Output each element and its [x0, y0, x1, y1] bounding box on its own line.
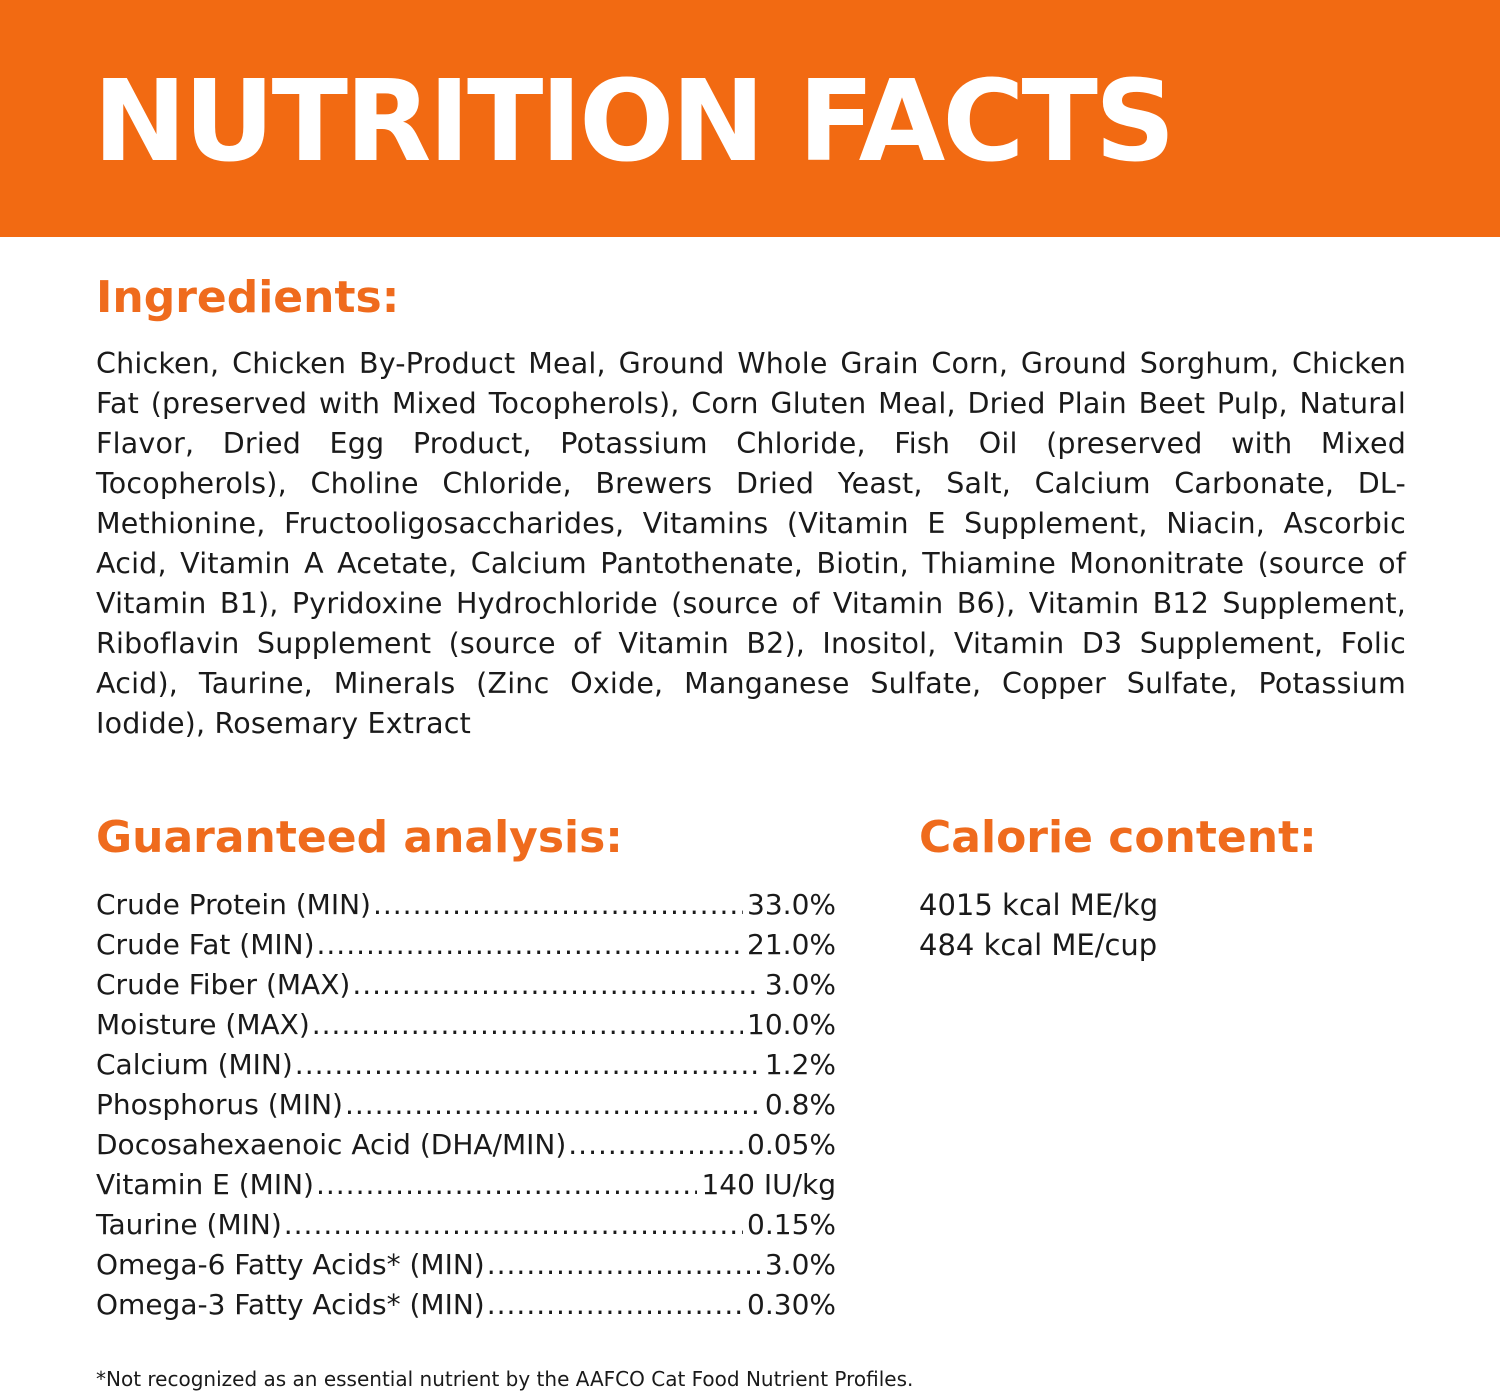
dot-leader: [487, 1285, 743, 1325]
dot-leader: [316, 1165, 698, 1205]
dot-leader: [284, 1205, 743, 1245]
guaranteed-analysis-list: Crude Protein (MIN) 33.0% Crude Fat (MIN)…: [96, 885, 836, 1325]
analysis-row-value: 33.0%: [747, 888, 836, 921]
analysis-row-name: Crude Fat (MIN): [96, 928, 315, 961]
calorie-item-per-kg: 4015 kcal ME/kg: [919, 888, 1159, 922]
analysis-row-name: Vitamin E (MIN): [96, 1168, 314, 1201]
dot-leader: [373, 885, 743, 925]
analysis-row-phosphorus: Phosphorus (MIN) 0.8%: [96, 1085, 836, 1125]
dot-leader: [295, 1045, 761, 1085]
footnote: *Not recognized as an essential nutrient…: [96, 1367, 914, 1391]
dot-leader: [345, 1085, 761, 1125]
dot-leader: [312, 1005, 743, 1045]
dot-leader: [317, 925, 744, 965]
analysis-row-value: 3.0%: [764, 1248, 836, 1281]
analysis-row-name: Taurine (MIN): [96, 1208, 282, 1241]
dot-leader: [352, 965, 761, 1005]
calorie-content-heading: Calorie content:: [919, 812, 1317, 863]
analysis-row-crude-protein: Crude Protein (MIN) 33.0%: [96, 885, 836, 925]
header-banner: NUTRITION FACTS: [0, 0, 1500, 237]
analysis-row-vitamin-e: Vitamin E (MIN) 140 IU/kg: [96, 1165, 836, 1205]
calorie-item-per-cup: 484 kcal ME/cup: [919, 928, 1158, 962]
dot-leader: [568, 1125, 743, 1165]
analysis-row-value: 3.0%: [764, 968, 836, 1001]
analysis-row-crude-fiber: Crude Fiber (MAX) 3.0%: [96, 965, 836, 1005]
analysis-row-value: 0.30%: [747, 1288, 836, 1321]
analysis-row-value: 10.0%: [747, 1008, 836, 1041]
analysis-row-value: 0.05%: [747, 1128, 836, 1161]
analysis-row-value: 21.0%: [747, 928, 836, 961]
analysis-row-omega-3: Omega-3 Fatty Acids* (MIN) 0.30%: [96, 1285, 836, 1325]
analysis-row-name: Phosphorus (MIN): [96, 1088, 343, 1121]
analysis-row-name: Calcium (MIN): [96, 1048, 293, 1081]
analysis-row-name: Docosahexaenoic Acid (DHA/MIN): [96, 1128, 567, 1161]
analysis-row-value: 0.15%: [747, 1208, 836, 1241]
analysis-row-calcium: Calcium (MIN) 1.2%: [96, 1045, 836, 1085]
ingredients-text: Chicken, Chicken By-Product Meal, Ground…: [96, 347, 1406, 740]
analysis-row-value: 0.8%: [764, 1088, 836, 1121]
page-title: NUTRITION FACTS: [93, 57, 1176, 187]
analysis-row-omega-6: Omega-6 Fatty Acids* (MIN) 3.0%: [96, 1245, 836, 1285]
analysis-row-name: Moisture (MAX): [96, 1008, 310, 1041]
analysis-row-moisture: Moisture (MAX) 10.0%: [96, 1005, 836, 1045]
dot-leader: [487, 1245, 761, 1285]
analysis-row-crude-fat: Crude Fat (MIN) 21.0%: [96, 925, 836, 965]
analysis-row-name: Omega-6 Fatty Acids* (MIN): [96, 1248, 485, 1281]
calorie-content-list: 4015 kcal ME/kg 484 kcal ME/cup: [919, 885, 1158, 965]
analysis-row-value: 1.2%: [764, 1048, 836, 1081]
analysis-row-name: Crude Protein (MIN): [96, 888, 371, 921]
analysis-row-taurine: Taurine (MIN) 0.15%: [96, 1205, 836, 1245]
analysis-row-name: Crude Fiber (MAX): [96, 968, 351, 1001]
guaranteed-analysis-heading: Guaranteed analysis:: [96, 812, 623, 863]
analysis-row-name: Omega-3 Fatty Acids* (MIN): [96, 1288, 485, 1321]
analysis-row-dha: Docosahexaenoic Acid (DHA/MIN) 0.05%: [96, 1125, 836, 1165]
ingredients-heading: Ingredients:: [96, 272, 400, 323]
analysis-row-value: 140 IU/kg: [701, 1168, 836, 1201]
